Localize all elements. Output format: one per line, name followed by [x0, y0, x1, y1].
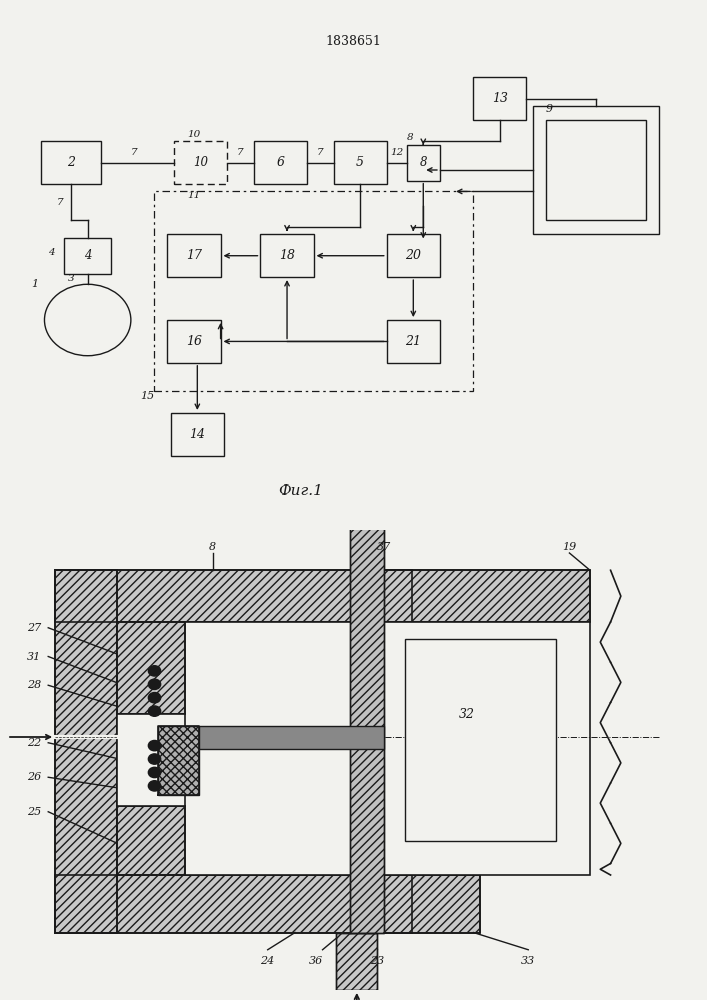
Bar	[385, 622, 590, 875]
Bar	[171, 413, 224, 456]
Bar	[405, 639, 556, 840]
Text: 12: 12	[390, 148, 403, 157]
Text: 25: 25	[27, 807, 41, 817]
Bar	[254, 141, 307, 184]
Circle shape	[148, 767, 160, 778]
Bar	[168, 320, 221, 363]
Text: 5: 5	[356, 156, 364, 169]
Text: 21: 21	[405, 335, 421, 348]
Bar	[154, 191, 473, 391]
Circle shape	[148, 706, 160, 716]
Text: 2: 2	[67, 156, 75, 169]
Text: 4: 4	[84, 249, 91, 262]
Bar	[55, 875, 411, 932]
Bar	[547, 120, 646, 220]
Bar	[117, 622, 411, 875]
Text: 11: 11	[187, 190, 201, 200]
Text: 23: 23	[370, 956, 385, 966]
Text: 32: 32	[459, 708, 474, 720]
Circle shape	[148, 754, 160, 764]
Bar	[158, 725, 199, 794]
Text: 20: 20	[405, 249, 421, 262]
Bar	[55, 570, 117, 932]
Text: 26: 26	[27, 772, 41, 782]
Bar	[260, 234, 314, 277]
Text: 9: 9	[546, 104, 553, 114]
Text: 10: 10	[187, 130, 201, 139]
Text: 8: 8	[209, 542, 216, 552]
Bar	[385, 570, 590, 622]
Text: Фиг.1: Фиг.1	[278, 484, 323, 498]
Bar	[64, 238, 111, 274]
Bar	[387, 234, 440, 277]
Bar	[117, 714, 185, 806]
Bar	[385, 875, 480, 932]
Bar	[533, 106, 659, 234]
Bar	[350, 507, 385, 932]
Text: 3: 3	[68, 274, 74, 283]
Text: 4: 4	[48, 248, 54, 257]
Bar	[174, 141, 227, 184]
Text: 1: 1	[31, 279, 38, 289]
Text: 6: 6	[276, 156, 284, 169]
Text: 14: 14	[189, 428, 205, 441]
Circle shape	[148, 679, 160, 689]
Text: 7: 7	[57, 198, 63, 207]
Circle shape	[148, 693, 160, 703]
Text: 1838651: 1838651	[325, 35, 382, 48]
Bar	[199, 725, 385, 748]
Text: 27: 27	[27, 623, 41, 633]
Text: 16: 16	[186, 335, 202, 348]
Text: 33: 33	[521, 956, 535, 966]
Text: 37: 37	[377, 542, 392, 552]
Bar	[117, 622, 185, 714]
Bar	[117, 806, 185, 875]
Circle shape	[148, 666, 160, 676]
Text: 7: 7	[238, 148, 244, 157]
Text: 36: 36	[308, 956, 323, 966]
Bar	[473, 77, 526, 120]
Bar	[41, 141, 101, 184]
Text: 8: 8	[419, 156, 427, 169]
Bar	[55, 570, 411, 622]
Text: 18: 18	[279, 249, 295, 262]
Circle shape	[148, 781, 160, 791]
Text: 13: 13	[491, 92, 508, 105]
Text: 24: 24	[261, 956, 275, 966]
Bar	[407, 145, 440, 181]
Text: 7: 7	[317, 148, 324, 157]
Bar	[168, 234, 221, 277]
Text: 28: 28	[27, 680, 41, 690]
Text: 19: 19	[562, 542, 576, 552]
Text: 22: 22	[27, 738, 41, 748]
Text: 10: 10	[193, 156, 208, 169]
Bar	[334, 141, 387, 184]
Text: 8: 8	[407, 133, 414, 142]
Circle shape	[148, 740, 160, 751]
Text: 31: 31	[27, 652, 41, 662]
Text: 15: 15	[140, 391, 154, 401]
Text: 7: 7	[131, 148, 137, 157]
Text: 17: 17	[186, 249, 202, 262]
Bar	[337, 932, 378, 990]
Bar	[387, 320, 440, 363]
